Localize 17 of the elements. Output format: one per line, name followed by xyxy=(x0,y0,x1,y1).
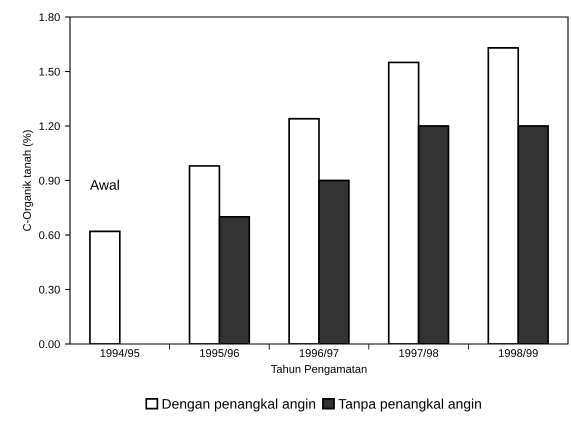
x-tick-label: 1994/95 xyxy=(100,348,140,358)
x-tick-label: 1996/97 xyxy=(300,348,339,358)
y-axis-title: C-Organik tanah (%) xyxy=(22,130,34,231)
x-tick-label: 1995/96 xyxy=(200,348,239,358)
annotation: Awal xyxy=(90,180,119,190)
y-tick-label: 1.20 xyxy=(40,122,60,130)
y-tick-label: 1.80 xyxy=(40,13,60,22)
legend-label: Tanpa penangkal angin xyxy=(338,398,481,412)
x-tick-label: 1998/99 xyxy=(498,348,538,358)
y-tick-label: 0.00 xyxy=(39,340,60,348)
x-axis-title: Tahun Pengamatan xyxy=(271,364,366,376)
legend-label: Dengan penangkal angin xyxy=(162,398,316,412)
y-tick-label: 1.50 xyxy=(40,68,60,76)
y-tick-label: 0.60 xyxy=(39,231,60,240)
y-tick-label: 0.90 xyxy=(39,176,60,185)
x-tick-label: 1997/98 xyxy=(399,348,438,358)
y-tick-label: 0.30 xyxy=(39,286,60,294)
